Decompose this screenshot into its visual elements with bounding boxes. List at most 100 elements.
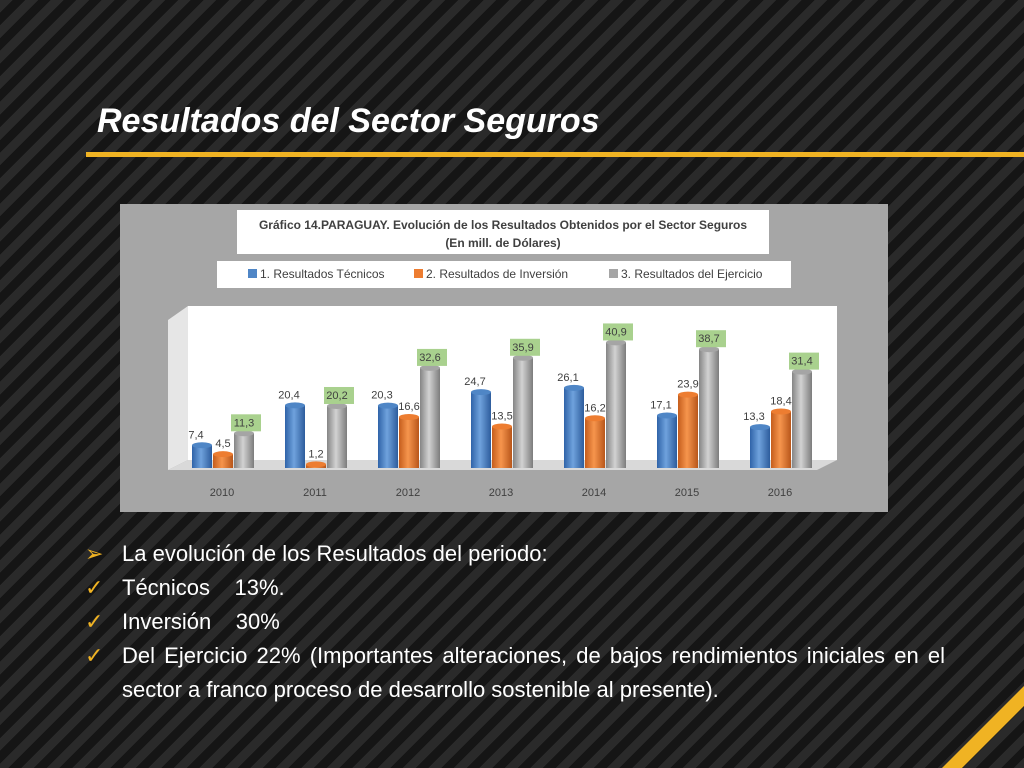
- bar-2016-series-3: [792, 371, 812, 468]
- data-label-2015-series-3: 38,7: [698, 333, 719, 345]
- data-label-bg-2013-series-3: [510, 338, 540, 356]
- chart-title-line2: (En mill. de Dólares): [445, 236, 560, 250]
- x-tick-label-2012: 2012: [396, 487, 420, 499]
- x-tick-label-2014: 2014: [582, 487, 606, 499]
- bar-2012-series-2: [399, 417, 419, 468]
- bullet-text: Inversión 30%: [122, 609, 280, 634]
- bullet-item: ✓ Técnicos 13%.: [85, 571, 945, 605]
- data-label-2014-series-1: 26,1: [557, 372, 578, 384]
- bar-2010-series-2: [213, 454, 233, 468]
- bar-cap-2013-series-1: [471, 389, 491, 396]
- bar-2015-series-1: [657, 415, 677, 468]
- bar-cap-2015-series-2: [678, 391, 698, 398]
- data-label-2011-series-2: 1,2: [308, 448, 323, 460]
- bar-2013-series-1: [471, 392, 491, 468]
- data-label-2016-series-1: 13,3: [743, 411, 764, 423]
- x-tick-label-2015: 2015: [675, 487, 699, 499]
- bar-cap-2010-series-1: [192, 442, 212, 449]
- data-label-2016-series-3: 31,4: [791, 356, 812, 368]
- bar-cap-2014-series-3: [606, 339, 626, 346]
- data-label-2013-series-1: 24,7: [464, 376, 485, 388]
- data-label-2014-series-2: 16,2: [584, 402, 605, 414]
- legend-label-1: 1. Resultados Técnicos: [260, 267, 385, 281]
- bar-cap-2011-series-1: [285, 402, 305, 409]
- bar-2016-series-1: [750, 427, 770, 468]
- chart-frame: Gráfico 14.PARAGUAY. Evolución de los Re…: [120, 204, 888, 512]
- bar-2011-series-3: [327, 405, 347, 468]
- bullet-text: La evolución de los Resultados del perio…: [122, 541, 548, 566]
- data-label-bg-2016-series-3: [789, 352, 819, 370]
- data-label-2012-series-2: 16,6: [398, 401, 419, 413]
- slide-title: Resultados del Sector Seguros: [97, 102, 600, 140]
- x-tick-label-2011: 2011: [303, 487, 327, 499]
- bar-2010-series-3: [234, 433, 254, 468]
- x-tick-label-2013: 2013: [489, 487, 513, 499]
- data-label-2012-series-3: 32,6: [419, 352, 440, 364]
- bullet-item: ✓ Del Ejercicio 22% (Importantes alteraci…: [85, 639, 945, 707]
- bar-cap-2014-series-1: [564, 384, 584, 391]
- bar-cap-2011-series-2: [306, 461, 326, 468]
- data-label-2010-series-3: 11,3: [234, 417, 255, 429]
- chart-legend: [217, 261, 791, 288]
- data-label-bg-2010-series-3: [231, 414, 261, 432]
- corner-accent: [942, 686, 1024, 768]
- bar-cap-2010-series-3: [234, 430, 254, 437]
- bar-cap-2012-series-2: [399, 414, 419, 421]
- bar-cap-2015-series-1: [657, 412, 677, 419]
- data-label-2015-series-2: 23,9: [677, 379, 698, 391]
- bar-2015-series-2: [678, 394, 698, 468]
- bar-2010-series-1: [192, 445, 212, 468]
- bar-2012-series-3: [420, 367, 440, 468]
- data-label-2010-series-2: 4,5: [215, 438, 230, 450]
- bar-cap-2015-series-3: [699, 346, 719, 353]
- bar-2016-series-2: [771, 411, 791, 468]
- bar-cap-2012-series-3: [420, 364, 440, 371]
- arrow-bullet-icon: ➢: [85, 541, 104, 566]
- chart-title-box: [237, 210, 769, 254]
- bar-2014-series-1: [564, 387, 584, 468]
- title-underline: [86, 152, 1024, 157]
- bar-cap-2014-series-2: [585, 415, 605, 422]
- data-label-2011-series-3: 20,2: [326, 390, 347, 402]
- data-label-bg-2015-series-3: [696, 330, 726, 348]
- chart-title-line1: Gráfico 14.PARAGUAY. Evolución de los Re…: [259, 218, 747, 232]
- data-label-2015-series-1: 17,1: [650, 400, 671, 412]
- bar-chart: Gráfico 14.PARAGUAY. Evolución de los Re…: [168, 210, 837, 499]
- legend-label-3: 3. Resultados del Ejercicio: [621, 267, 763, 281]
- data-label-2016-series-2: 18,4: [770, 396, 791, 408]
- legend-label-2: 2. Resultados de Inversión: [426, 267, 568, 281]
- data-label-bg-2012-series-3: [417, 348, 447, 366]
- bar-2015-series-3: [699, 349, 719, 468]
- bullet-item: ➢ La evolución de los Resultados del peri…: [85, 537, 945, 571]
- bullet-item: ✓ Inversión 30%: [85, 605, 945, 639]
- bar-2012-series-1: [378, 405, 398, 468]
- bar-2014-series-2: [585, 418, 605, 468]
- legend-swatch-1: [248, 269, 257, 278]
- checkmark-icon: ✓: [85, 575, 104, 600]
- legend-swatch-2: [414, 269, 423, 278]
- data-label-2013-series-2: 13,5: [491, 411, 512, 423]
- bar-2013-series-2: [492, 426, 512, 468]
- bar-2013-series-3: [513, 357, 533, 468]
- legend-swatch-3: [609, 269, 618, 278]
- x-tick-label-2016: 2016: [768, 487, 792, 499]
- x-tick-label-2010: 2010: [210, 487, 234, 499]
- summary-bullet-list: ➢ La evolución de los Resultados del peri…: [85, 537, 945, 707]
- bar-cap-2012-series-1: [378, 402, 398, 409]
- bar-cap-2010-series-2: [213, 451, 233, 458]
- data-label-2014-series-3: 40,9: [605, 326, 626, 338]
- bar-cap-2013-series-3: [513, 354, 533, 361]
- checkmark-icon: ✓: [85, 609, 104, 634]
- bar-cap-2013-series-2: [492, 423, 512, 430]
- bar-cap-2016-series-2: [771, 408, 791, 415]
- bar-2011-series-1: [285, 405, 305, 468]
- data-label-bg-2014-series-3: [603, 323, 633, 341]
- bar-cap-2016-series-3: [792, 368, 812, 375]
- data-label-2013-series-3: 35,9: [512, 342, 533, 354]
- checkmark-icon: ✓: [85, 643, 104, 668]
- bar-2014-series-3: [606, 342, 626, 468]
- bullet-text: Técnicos 13%.: [122, 575, 285, 600]
- bullet-text: Del Ejercicio 22% (Importantes alteracio…: [122, 643, 952, 702]
- plot-side-wall: [168, 306, 188, 470]
- bar-cap-2016-series-1: [750, 424, 770, 431]
